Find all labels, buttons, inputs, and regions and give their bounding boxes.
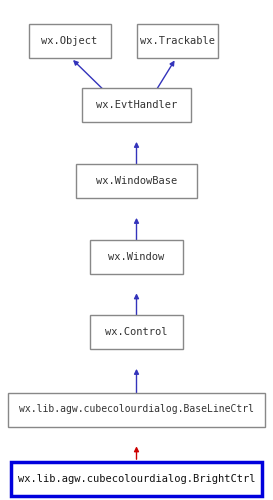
Text: wx.lib.agw.cubecolourdialog.BrightCtrl: wx.lib.agw.cubecolourdialog.BrightCtrl bbox=[18, 474, 255, 484]
FancyBboxPatch shape bbox=[90, 240, 183, 274]
Text: wx.Object: wx.Object bbox=[41, 36, 98, 46]
FancyBboxPatch shape bbox=[82, 88, 191, 122]
Text: wx.EvtHandler: wx.EvtHandler bbox=[96, 100, 177, 110]
FancyBboxPatch shape bbox=[76, 164, 197, 198]
FancyBboxPatch shape bbox=[136, 24, 218, 58]
Text: wx.Window: wx.Window bbox=[108, 252, 165, 262]
Text: wx.Control: wx.Control bbox=[105, 327, 168, 337]
Text: wx.lib.agw.cubecolourdialog.BaseLineCtrl: wx.lib.agw.cubecolourdialog.BaseLineCtrl bbox=[19, 404, 254, 414]
Text: wx.WindowBase: wx.WindowBase bbox=[96, 176, 177, 186]
FancyBboxPatch shape bbox=[11, 462, 262, 496]
FancyBboxPatch shape bbox=[90, 315, 183, 349]
FancyBboxPatch shape bbox=[29, 24, 111, 58]
FancyBboxPatch shape bbox=[8, 392, 265, 426]
Text: wx.Trackable: wx.Trackable bbox=[140, 36, 215, 46]
